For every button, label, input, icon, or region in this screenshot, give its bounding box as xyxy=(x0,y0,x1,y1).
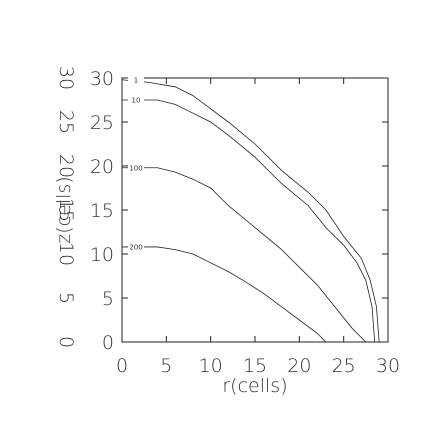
x-tick-label: 20 xyxy=(287,355,311,377)
y-tick-label-rotated: 10 xyxy=(55,242,77,266)
y-tick-label-rotated: 25 xyxy=(55,110,77,134)
y-tick-label-rotated: 15 xyxy=(55,198,77,222)
y-tick-label: 25 xyxy=(90,112,114,134)
x-tick-label: 30 xyxy=(376,355,400,377)
y-tick-label-rotated: 30 xyxy=(55,66,77,90)
contour-label-bg xyxy=(128,242,144,251)
y-axis-label: z(cells) xyxy=(53,176,75,243)
contour-label-bg xyxy=(128,75,144,84)
contour-label-bg xyxy=(128,96,144,104)
plot-frame xyxy=(121,77,389,343)
y-tick-label-rotated: 20 xyxy=(55,154,77,178)
x-tick-label: 10 xyxy=(199,355,223,377)
y-tick-label: 0 xyxy=(102,332,114,354)
y-tick-label: 20 xyxy=(90,156,114,178)
contour-line xyxy=(122,167,367,343)
contour-label: 10 xyxy=(132,97,141,105)
contour-line xyxy=(122,246,327,343)
contour-line xyxy=(121,79,380,343)
y-tick-label-rotated: 0 xyxy=(55,336,77,348)
x-tick-label: 25 xyxy=(332,355,356,377)
y-tick-label: 5 xyxy=(102,288,114,310)
y-tick-label-rotated: 5 xyxy=(55,292,77,304)
contour-label: 200 xyxy=(129,243,142,251)
x-tick-label: 15 xyxy=(243,355,267,377)
x-axis-label: r(cells) xyxy=(222,375,287,397)
contour-label-bg xyxy=(128,163,144,172)
y-tick-label: 10 xyxy=(90,244,114,266)
x-tick-label: 0 xyxy=(116,355,128,377)
contour-line xyxy=(122,99,376,343)
y-tick-label: 30 xyxy=(90,68,114,90)
contour-label: 100 xyxy=(129,164,142,172)
contour-label: 1 xyxy=(134,76,138,84)
x-tick-label: 5 xyxy=(160,355,172,377)
y-tick-label: 15 xyxy=(90,200,114,222)
